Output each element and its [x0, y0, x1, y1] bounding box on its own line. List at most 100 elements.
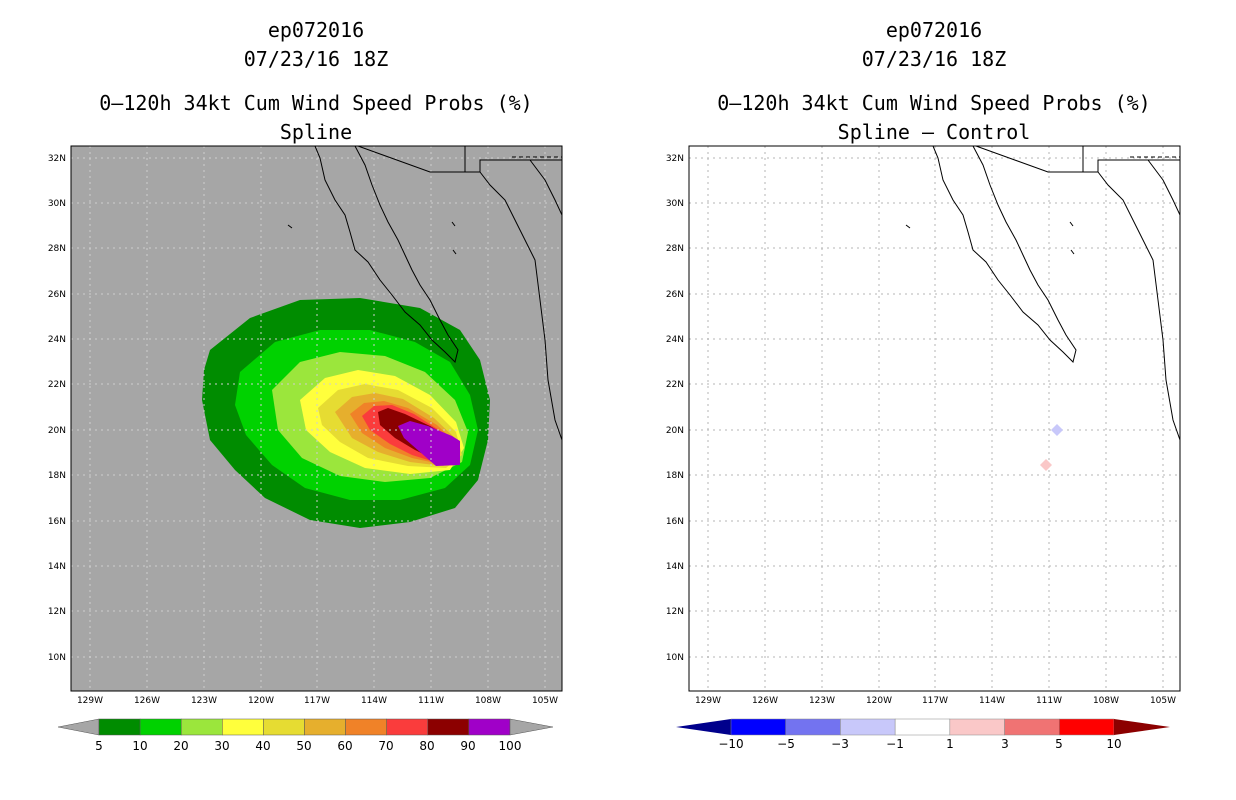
right-lon-labels: 129W 126W 123W 120W 117W 114W 111W 108W …: [695, 696, 1176, 706]
lat-label: 18N: [48, 471, 66, 481]
left-colorbar-over: [509, 718, 554, 736]
left-datetime: 07/23/16 18Z: [243, 47, 389, 71]
colorbar-label: 10: [132, 739, 147, 753]
right-colorbar-over: [1114, 719, 1170, 735]
colorbar-label: 40: [255, 739, 270, 753]
right-chart-title: 0–120h 34kt Cum Wind Speed Probs (%): [717, 91, 1151, 115]
right-datetime: 07/23/16 18Z: [861, 47, 1007, 71]
lat-label: 12N: [666, 607, 684, 617]
colorbar-swatch: [98, 718, 141, 736]
colorbar-swatch: [894, 718, 951, 736]
contour-90: [398, 421, 460, 466]
colorbar-swatch: [180, 718, 223, 736]
left-map-frame: [70, 145, 563, 692]
left-colorbar-labels: 5 10 20 30 40 50 60 70 80 90 100: [95, 739, 521, 753]
lat-label: 20N: [666, 426, 684, 436]
lon-label: 105W: [532, 696, 558, 706]
lon-label: 117W: [922, 696, 948, 706]
left-coastline: [287, 146, 562, 441]
lat-label: 26N: [666, 290, 684, 300]
left-chart-subtitle: Spline: [279, 120, 353, 144]
lon-label: 114W: [361, 696, 387, 706]
lat-label: 16N: [666, 517, 684, 527]
left-storm-id: ep072016: [267, 18, 365, 42]
left-chart-title: 0–120h 34kt Cum Wind Speed Probs (%): [99, 91, 533, 115]
lat-label: 32N: [666, 154, 684, 164]
lon-label: 108W: [1093, 696, 1119, 706]
lat-label: 10N: [48, 653, 66, 663]
lat-label: 24N: [48, 335, 66, 345]
lat-label: 26N: [48, 290, 66, 300]
right-map: 32N 30N 28N 26N 24N 22N 20N 18N 16N 14N …: [666, 145, 1181, 706]
lon-label: 126W: [752, 696, 778, 706]
lon-label: 123W: [809, 696, 835, 706]
colorbar-label: −5: [777, 737, 795, 751]
lat-label: 16N: [48, 517, 66, 527]
right-coastline: [905, 146, 1180, 441]
negative-diff-marker: [1051, 424, 1063, 436]
right-colorbar-boxes: [730, 718, 1115, 736]
lon-label: 111W: [1036, 696, 1062, 706]
right-map-frame: [688, 145, 1181, 692]
colorbar-label: 5: [1055, 737, 1063, 751]
right-chart-subtitle: Spline – Control: [837, 120, 1031, 144]
lat-label: 20N: [48, 426, 66, 436]
lon-label: 105W: [1150, 696, 1176, 706]
colorbar-swatch: [1059, 718, 1115, 736]
colorbar-label: −10: [718, 737, 743, 751]
colorbar-label: 80: [419, 739, 434, 753]
left-probability-contours: [202, 298, 490, 528]
colorbar-swatch: [139, 718, 182, 736]
colorbar-label: 20: [173, 739, 188, 753]
colorbar-swatch: [304, 718, 346, 736]
lon-label: 123W: [191, 696, 217, 706]
lon-label: 126W: [134, 696, 160, 706]
colorbar-swatch: [785, 718, 841, 736]
lat-label: 32N: [48, 154, 66, 164]
colorbar-swatch: [730, 718, 786, 736]
lat-label: 22N: [666, 380, 684, 390]
lat-label: 24N: [666, 335, 684, 345]
colorbar-label: 30: [214, 739, 229, 753]
lat-label: 30N: [666, 199, 684, 209]
right-colorbar: −10 −5 −3 −1 1 3 5 10: [676, 718, 1170, 751]
positive-diff-marker: [1040, 459, 1052, 471]
right-colorbar-under: [676, 719, 731, 735]
colorbar-label: 10: [1106, 737, 1121, 751]
colorbar-swatch: [427, 718, 470, 736]
colorbar-swatch: [345, 718, 387, 736]
colorbar-label: −3: [831, 737, 849, 751]
left-colorbar: 5 10 20 30 40 50 60 70 80 90 100: [57, 718, 554, 753]
lat-label: 18N: [666, 471, 684, 481]
left-lon-labels: 129W 126W 123W 120W 117W 114W 111W 108W …: [77, 696, 558, 706]
colorbar-label: 50: [296, 739, 311, 753]
lon-label: 129W: [77, 696, 103, 706]
colorbar-label: 100: [499, 739, 522, 753]
colorbar-label: 90: [460, 739, 475, 753]
lon-label: 120W: [248, 696, 274, 706]
lat-label: 22N: [48, 380, 66, 390]
left-map: 32N 30N 28N 26N 24N 22N 20N 18N 16N 14N …: [48, 145, 563, 706]
lon-label: 129W: [695, 696, 721, 706]
colorbar-label: 1: [946, 737, 954, 751]
right-colorbar-labels: −10 −5 −3 −1 1 3 5 10: [718, 737, 1121, 751]
left-lat-labels: 32N 30N 28N 26N 24N 22N 20N 18N 16N 14N …: [48, 154, 66, 663]
lon-label: 111W: [418, 696, 444, 706]
lat-label: 30N: [48, 199, 66, 209]
left-colorbar-boxes: [98, 718, 511, 736]
lat-label: 28N: [48, 244, 66, 254]
left-gridlines: [71, 146, 562, 691]
lon-label: 120W: [866, 696, 892, 706]
right-gridlines: [689, 146, 1180, 691]
lat-label: 14N: [666, 562, 684, 572]
lat-label: 12N: [48, 607, 66, 617]
right-lat-labels: 32N 30N 28N 26N 24N 22N 20N 18N 16N 14N …: [666, 154, 684, 663]
lat-label: 28N: [666, 244, 684, 254]
lat-label: 14N: [48, 562, 66, 572]
colorbar-swatch: [386, 718, 429, 736]
colorbar-swatch: [263, 718, 305, 736]
right-storm-id: ep072016: [885, 18, 983, 42]
colorbar-swatch: [468, 718, 511, 736]
colorbar-swatch: [1004, 718, 1060, 736]
